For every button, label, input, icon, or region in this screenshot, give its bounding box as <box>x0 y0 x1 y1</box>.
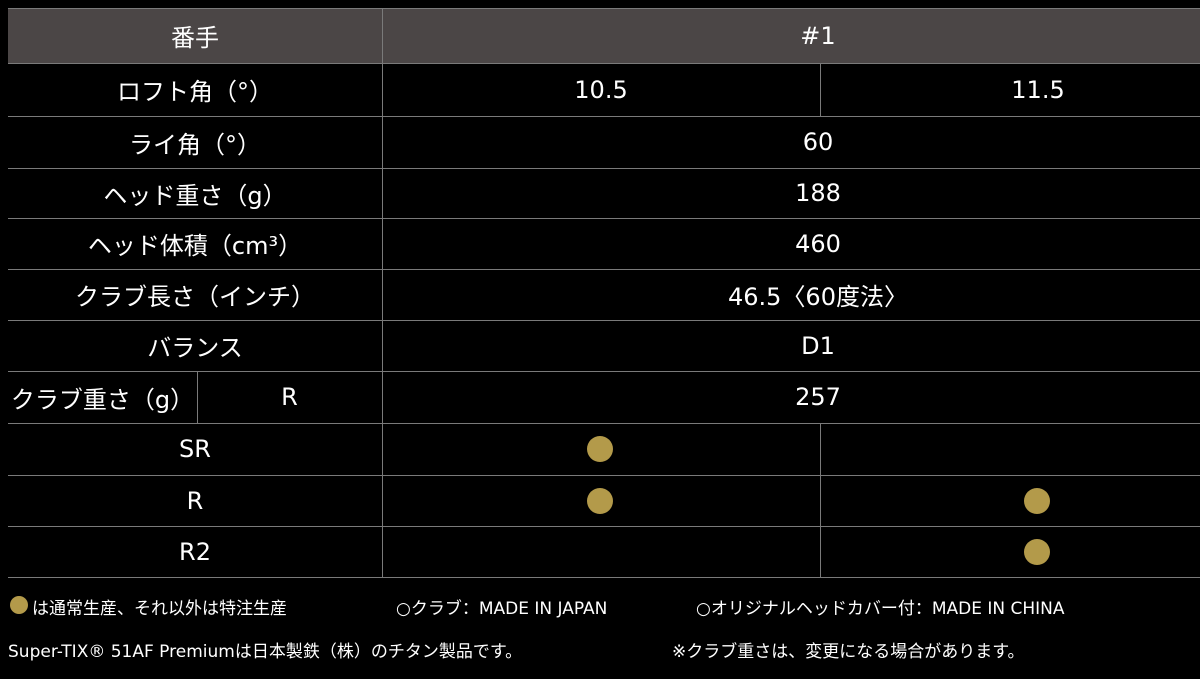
row-value: D1 <box>801 331 835 360</box>
header-value: #1 <box>800 21 836 50</box>
column-line <box>820 526 821 577</box>
column-line <box>197 371 198 423</box>
row-label: バランス <box>147 334 243 362</box>
row-line <box>8 526 1200 527</box>
row-line <box>8 371 1200 372</box>
row-line <box>8 63 1200 64</box>
row-value: 10.5 <box>574 75 628 104</box>
availability-dot <box>1024 538 1050 565</box>
header-label: 番手 <box>171 24 219 52</box>
note: ○クラブ：MADE IN JAPAN <box>396 599 608 619</box>
row-value: 11.5 <box>1011 75 1065 104</box>
note: ○オリジナルヘッドカバー付：MADE IN CHINA <box>696 599 1065 619</box>
note: ※クラブ重さは、変更になる場合があります。 <box>672 642 1025 662</box>
row-line <box>8 475 1200 476</box>
row-value: 188 <box>795 179 841 207</box>
row-line <box>8 218 1200 219</box>
column-line <box>820 475 821 526</box>
availability-dot <box>587 436 613 462</box>
row-label: クラブ長さ（インチ） <box>75 283 315 311</box>
column-line <box>820 423 821 475</box>
row-line <box>8 116 1200 117</box>
row-label: クラブ重さ（g） <box>10 385 195 414</box>
legend-dot <box>10 596 28 614</box>
row-sublabel: R <box>281 383 298 411</box>
availability-dot <box>587 487 613 514</box>
row-line <box>8 320 1200 321</box>
row-line <box>8 168 1200 169</box>
row-label: R <box>186 486 204 515</box>
row-value: 60 <box>802 128 834 156</box>
row-line <box>8 423 1200 424</box>
row-value: 460 <box>795 229 841 258</box>
row-value: 257 <box>795 383 841 411</box>
row-label: ライ角（°） <box>129 130 261 159</box>
row-line <box>8 269 1200 270</box>
row-line <box>8 8 1200 9</box>
row-label: ヘッド重さ（g） <box>103 181 287 210</box>
note: は通常生産、それ以外は特注生産 <box>32 599 287 619</box>
row-label: SR <box>179 435 211 463</box>
row-label: ロフト角（°） <box>117 78 273 106</box>
row-label: R2 <box>179 537 211 566</box>
row-label: ヘッド体積（cm³） <box>87 232 303 260</box>
row-value: 46.5〈60度法〉 <box>728 283 908 311</box>
header-background <box>8 8 1200 63</box>
availability-dot <box>1024 487 1050 514</box>
column-line <box>382 8 383 577</box>
row-line <box>8 577 1200 578</box>
note: Super-TIX® 51AF Premiumは日本製鉄（株）のチタン製品です。 <box>8 642 523 662</box>
column-line <box>820 63 821 116</box>
